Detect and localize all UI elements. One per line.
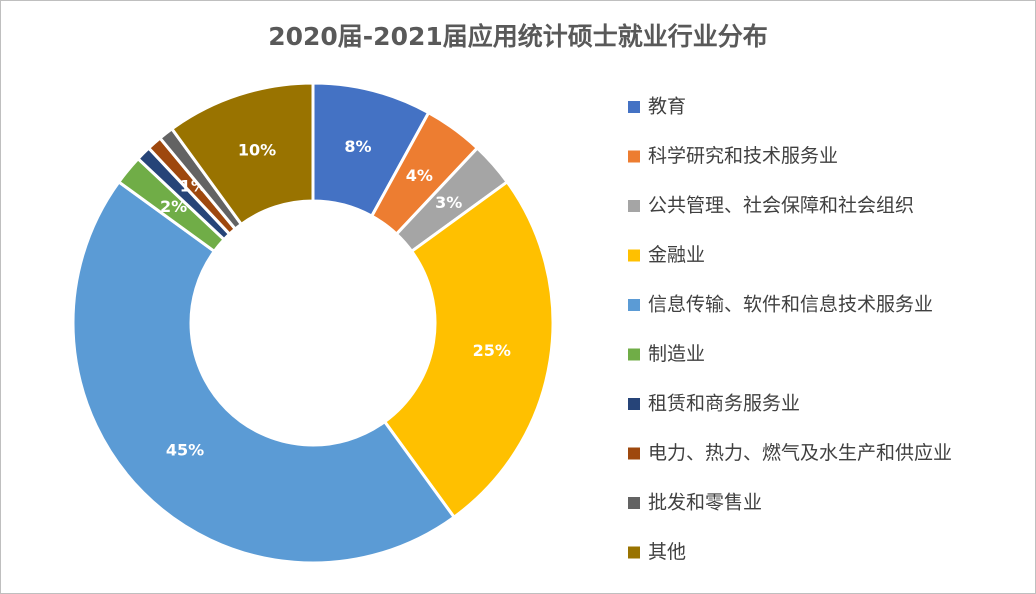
data-label: 45% [166, 440, 204, 459]
legend-label: 制造业 [648, 343, 705, 365]
legend-swatch [628, 249, 640, 262]
legend-label: 金融业 [648, 244, 705, 266]
data-label: 2% [160, 197, 187, 216]
legend-swatch [628, 150, 640, 163]
legend-swatch [628, 398, 640, 410]
legend-swatch [628, 101, 640, 113]
data-label: 25% [473, 341, 511, 360]
legend-label: 其他 [648, 541, 686, 563]
legend-swatch [628, 348, 640, 361]
legend-swatch [628, 497, 640, 509]
donut-slice [382, 179, 555, 520]
chart-title: 2020届-2021届应用统计硕士就业行业分布 [268, 22, 768, 51]
data-label: 8% [344, 137, 371, 156]
legend-swatch [628, 299, 640, 311]
legend-label: 批发和零售业 [648, 492, 762, 514]
legend-swatch [628, 200, 640, 212]
donut-slice [169, 81, 315, 227]
legend-swatch [628, 546, 640, 559]
data-label: 4% [406, 166, 433, 185]
legend-label: 公共管理、社会保障和社会组织 [648, 195, 914, 217]
data-label: 3% [435, 193, 462, 212]
donut-slice [71, 179, 457, 565]
legend-label: 信息传输、软件和信息技术服务业 [648, 294, 933, 316]
legend-label: 租赁和商务服务业 [648, 393, 800, 415]
legend-label: 电力、热力、燃气及水生产和供应业 [648, 442, 952, 464]
legend-label: 科学研究和技术服务业 [648, 145, 838, 167]
legend-label: 教育 [648, 96, 686, 118]
data-label: 10% [238, 140, 276, 159]
legend-swatch [628, 447, 640, 460]
